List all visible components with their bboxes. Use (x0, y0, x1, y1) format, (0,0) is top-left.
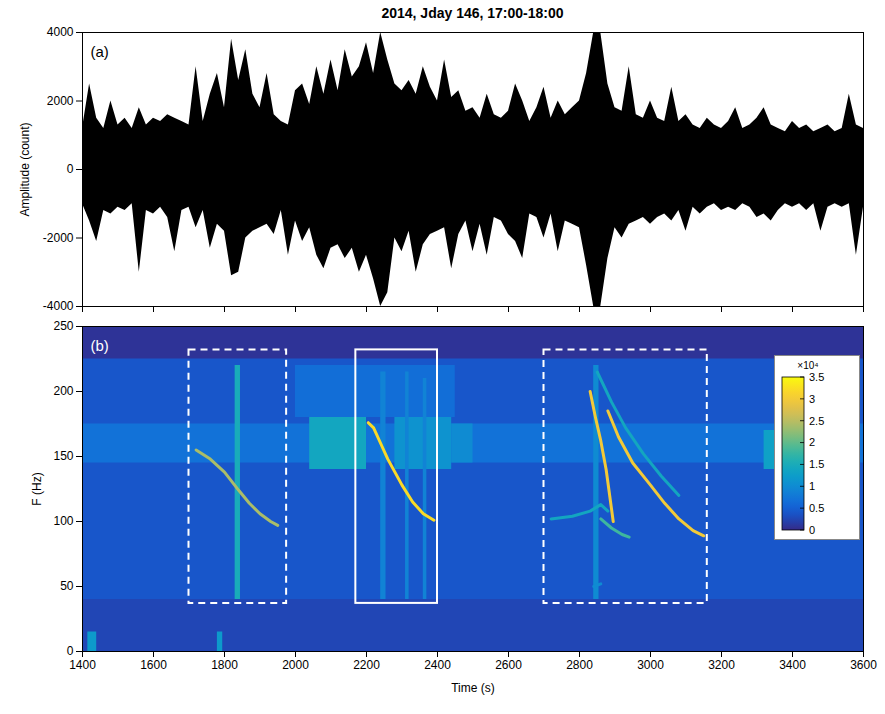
svg-text:2.5: 2.5 (809, 415, 824, 427)
svg-text:2400: 2400 (424, 658, 451, 672)
svg-text:2800: 2800 (566, 658, 593, 672)
svg-text:4000: 4000 (47, 25, 74, 39)
svg-text:100: 100 (53, 514, 73, 528)
svg-text:Time (s): Time (s) (451, 681, 495, 695)
svg-text:1.5: 1.5 (809, 458, 824, 470)
svg-text:0: 0 (809, 524, 815, 536)
html-text:2014, Jday 146, 17:00-18:00: 2014, Jday 146, 17:00-18:00 (381, 5, 564, 21)
svg-text:3: 3 (809, 393, 815, 405)
svg-text:(a): (a) (91, 43, 109, 60)
svg-text:50: 50 (60, 579, 74, 593)
svg-text:-2000: -2000 (43, 231, 74, 245)
svg-text:2000: 2000 (47, 94, 74, 108)
svg-text:-4000: -4000 (43, 299, 74, 313)
svg-text:2600: 2600 (495, 658, 522, 672)
svg-text:0: 0 (67, 644, 74, 658)
svg-text:3000: 3000 (637, 658, 664, 672)
svg-text:1600: 1600 (140, 658, 167, 672)
svg-text:200: 200 (53, 384, 73, 398)
svg-text:250: 250 (53, 319, 73, 333)
svg-text:Amplitude (count): Amplitude (count) (18, 122, 32, 216)
svg-text:(b): (b) (91, 337, 109, 354)
svg-text:3.5: 3.5 (809, 371, 824, 383)
svg-text:F (Hz): F (Hz) (30, 472, 44, 505)
svg-text:0.5: 0.5 (809, 502, 824, 514)
svg-text:2000: 2000 (282, 658, 309, 672)
svg-text:0: 0 (67, 162, 74, 176)
svg-text:×10⁴: ×10⁴ (797, 360, 818, 371)
svg-text:1400: 1400 (69, 658, 96, 672)
svg-text:2: 2 (809, 436, 815, 448)
svg-text:3400: 3400 (779, 658, 806, 672)
svg-text:1: 1 (809, 480, 815, 492)
svg-text:1800: 1800 (211, 658, 238, 672)
svg-text:3200: 3200 (708, 658, 735, 672)
svg-text:3600: 3600 (850, 658, 877, 672)
svg-text:2200: 2200 (353, 658, 380, 672)
svg-text:150: 150 (53, 449, 73, 463)
